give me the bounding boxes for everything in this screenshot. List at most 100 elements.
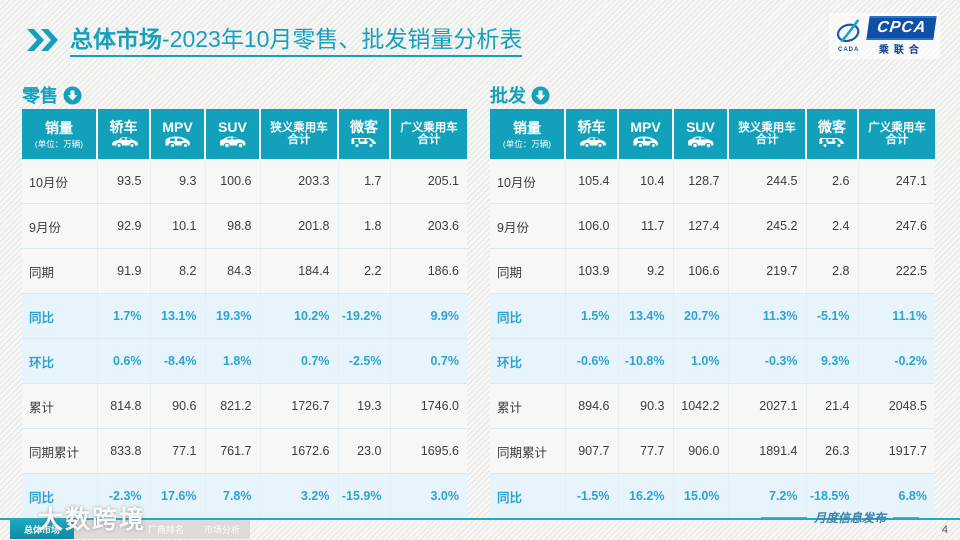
sales-unit-header: 销量 (单位：万辆)	[490, 109, 566, 159]
table-row: 9月份 92.9 10.1 98.8 201.8 1.8 203.6	[22, 203, 467, 249]
double-chevron-icon	[26, 28, 62, 57]
table-cell: 10.1	[150, 203, 206, 249]
table-cell: -5.1%	[806, 293, 859, 339]
table-row: 同期 103.9 9.2 106.6 219.7 2.8 222.5	[490, 248, 935, 294]
row-label: 同期	[22, 248, 98, 294]
title-row: 总体市场-2023年10月零售、批发销量分析表	[26, 26, 523, 58]
sedan-icon	[99, 135, 148, 149]
table-cell: 247.6	[858, 203, 935, 249]
table-cell: 1.8	[338, 203, 391, 249]
table-cell: 11.3%	[728, 293, 807, 339]
table-cell: 106.0	[565, 203, 619, 249]
table-cell: 26.3	[806, 428, 859, 474]
table-cell: 93.5	[97, 159, 151, 204]
cada-caption: CADA	[837, 47, 860, 53]
table-row: 同期累计 907.7 77.7 906.0 1891.4 26.3 1917.7	[490, 428, 935, 474]
table-cell: 2027.1	[728, 383, 807, 429]
footer-tab-总体市场[interactable]: 总体市场	[10, 520, 74, 539]
column-header-微客: 微客	[338, 109, 391, 159]
table-cell: 814.8	[97, 383, 151, 429]
table-cell: 77.7	[618, 428, 674, 474]
table-cell: -0.2%	[858, 338, 935, 384]
table-cell: 6.8%	[858, 473, 935, 518]
table-cell: -19.2%	[338, 293, 391, 339]
table-cell: 2.6	[806, 159, 859, 204]
table-row: 环比 -0.6% -10.8% 1.0% -0.3% 9.3% -0.2%	[490, 338, 935, 384]
table-cell: 10.2%	[260, 293, 339, 339]
footer-tab-厂商排名[interactable]: 厂商排名	[138, 520, 195, 539]
table-cell: 203.3	[260, 159, 339, 204]
sales-unit-header: 销量 (单位：万辆)	[22, 109, 98, 159]
table-cell: 3.0%	[390, 473, 467, 518]
table-cell: -1.5%	[565, 473, 619, 518]
table-cell: 103.9	[565, 248, 619, 294]
table-cell: 77.1	[150, 428, 206, 474]
table-cell: 894.6	[565, 383, 619, 429]
table-cell: 0.7%	[260, 338, 339, 384]
footer-tab-市场分析[interactable]: 市场分析	[194, 520, 251, 539]
table-cell: 15.0%	[673, 473, 729, 518]
page-title-section: 总体市场	[70, 26, 162, 52]
table-cell: -2.3%	[97, 473, 151, 518]
table-row: 同期累计 833.8 77.1 761.7 1672.6 23.0 1695.6	[22, 428, 467, 474]
table-cell: 9.9%	[390, 293, 467, 339]
row-label: 同期	[490, 248, 566, 294]
table-row: 同比 -1.5% 16.2% 15.0% 7.2% -18.5% 6.8%	[490, 473, 935, 518]
row-label: 同比	[22, 293, 98, 339]
table-cell: 203.6	[390, 203, 467, 249]
table-cell: 98.8	[205, 203, 261, 249]
table-cell: 833.8	[97, 428, 151, 474]
column-header-SUV: SUV	[673, 109, 729, 159]
row-label: 同期累计	[490, 428, 566, 474]
row-label: 累计	[490, 383, 566, 429]
table-row: 同期 91.9 8.2 84.3 184.4 2.2 186.6	[22, 248, 467, 294]
table-cell: 9.3	[150, 159, 206, 204]
table-cell: 19.3	[338, 383, 391, 429]
table-cell: 245.2	[728, 203, 807, 249]
table-cell: 1.7	[338, 159, 391, 204]
circle-down-arrow-icon	[531, 86, 550, 104]
table-cell: 1891.4	[728, 428, 807, 474]
row-label: 9月份	[22, 203, 98, 249]
table-cell: 1917.7	[858, 428, 935, 474]
table-cell: -0.3%	[728, 338, 807, 384]
row-label: 同比	[22, 473, 98, 518]
table-cell: -10.8%	[618, 338, 674, 384]
footer-tab-hidden[interactable]	[74, 520, 138, 539]
retail-table: 销量 (单位：万辆) 轿车 MPV SUV 狭义乘用车 合计 微客 广义乘用车 合计 10月份 93.…	[22, 109, 467, 518]
page-title: 总体市场-2023年10月零售、批发销量分析表	[70, 26, 523, 58]
column-header-SUV: SUV	[205, 109, 261, 159]
table-cell: 13.4%	[618, 293, 674, 339]
column-header-狭义乘用车: 狭义乘用车 合计	[260, 109, 339, 159]
table-cell: 13.1%	[150, 293, 206, 339]
row-label: 10月份	[490, 159, 566, 204]
table-cell: 23.0	[338, 428, 391, 474]
table-cell: 907.7	[565, 428, 619, 474]
table-cell: -8.4%	[150, 338, 206, 384]
wholesale-section-header: 批发	[490, 84, 935, 106]
table-cell: 2048.5	[858, 383, 935, 429]
table-cell: 3.2%	[260, 473, 339, 518]
suv-icon	[207, 135, 258, 149]
table-row: 同比 -2.3% 17.6% 7.8% 3.2% -15.9% 3.0%	[22, 473, 467, 518]
sedan-icon	[567, 135, 616, 149]
row-label: 同比	[490, 473, 566, 518]
table-cell: -18.5%	[806, 473, 859, 518]
dash-line	[893, 517, 919, 518]
retail-section-header: 零售	[22, 84, 467, 106]
cpca-swirl: CADA	[834, 19, 864, 53]
table-cell: 1.5%	[565, 293, 619, 339]
column-header-微客: 微客	[806, 109, 859, 159]
table-cell: 2.8	[806, 248, 859, 294]
row-label: 同比	[490, 293, 566, 339]
swirl-icon	[836, 19, 860, 43]
cpca-wordmark: CPCA	[865, 16, 937, 40]
column-header-狭义乘用车: 狭义乘用车 合计	[728, 109, 807, 159]
column-header-MPV: MPV	[618, 109, 674, 159]
table-cell: 105.4	[565, 159, 619, 204]
table-row: 环比 0.6% -8.4% 1.8% 0.7% -2.5% 0.7%	[22, 338, 467, 384]
table-cell: 10.4	[618, 159, 674, 204]
table-cell: 244.5	[728, 159, 807, 204]
cpca-chinese-name: 乘联合	[878, 45, 924, 56]
